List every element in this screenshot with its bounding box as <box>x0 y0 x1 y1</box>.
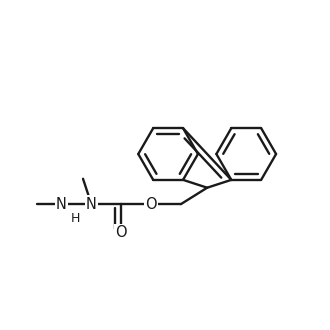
Text: N: N <box>56 197 67 212</box>
Text: O: O <box>115 225 127 240</box>
Text: O: O <box>145 197 157 212</box>
Text: H: H <box>71 212 81 225</box>
Text: N: N <box>86 197 97 212</box>
